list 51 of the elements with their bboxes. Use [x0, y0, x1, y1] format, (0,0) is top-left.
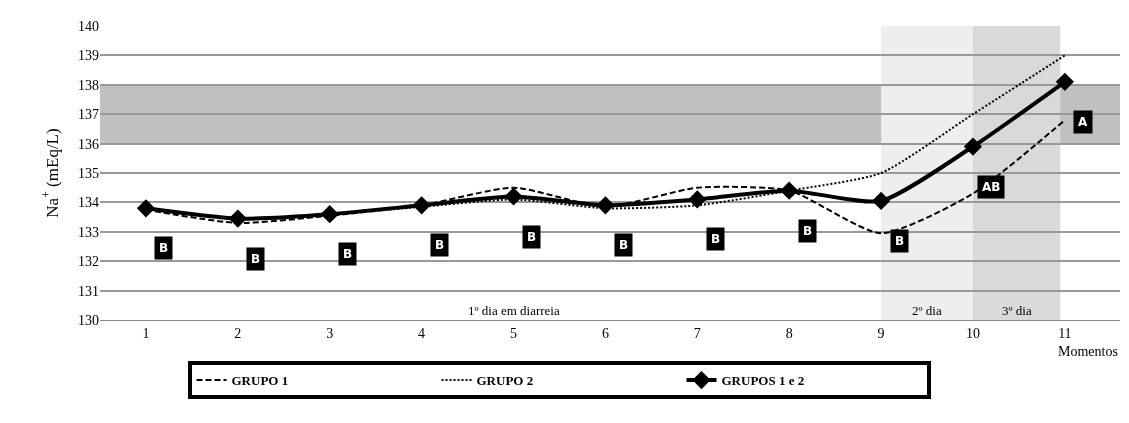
x-tick-label: 4	[418, 325, 426, 341]
annotation: 1º dia em diarreia	[468, 303, 560, 318]
x-tick-label: 10	[965, 325, 980, 341]
annotation: B	[251, 252, 261, 266]
point	[596, 196, 615, 215]
x-tick-label: 9	[877, 325, 885, 341]
annotation: B	[159, 241, 169, 255]
x-tick-label: 5	[510, 325, 518, 341]
point	[412, 196, 431, 215]
x-tick-label: 6	[601, 325, 609, 341]
y-tick-label: 139	[78, 48, 99, 64]
legend-label: GRUPOS 1 e 2	[721, 373, 805, 389]
annotation: B	[895, 234, 905, 248]
point	[871, 191, 891, 211]
band-label: 3º dia	[1002, 303, 1032, 318]
annotation: B	[527, 230, 537, 244]
point	[780, 181, 799, 200]
point	[1055, 72, 1074, 91]
x-tick-label: 11	[1058, 325, 1072, 341]
point	[136, 199, 156, 218]
x-axis-title: Momentos	[1058, 344, 1118, 359]
x-tick-label: 3	[326, 325, 334, 341]
y-tick-label: 136	[78, 136, 99, 152]
annotation: B	[711, 232, 721, 246]
annotation: AB	[982, 180, 1001, 194]
x-tick-label: 1	[142, 325, 150, 341]
y-tick-label: 133	[78, 224, 99, 240]
band-label: 2º dia	[912, 303, 942, 318]
annotation: B	[435, 238, 445, 252]
y-tick-label: 130	[78, 312, 99, 328]
y-tick-label: 134	[78, 195, 99, 211]
annotation: B	[619, 238, 629, 252]
x-tick-label: 2	[234, 325, 242, 341]
legend-label: GRUPO 1	[231, 373, 289, 389]
point	[320, 205, 339, 224]
annotation: A	[1078, 115, 1088, 129]
point	[688, 190, 707, 209]
x-tick-label: 7	[693, 325, 701, 341]
y-tick-label: 137	[78, 107, 99, 123]
annotation: B	[343, 247, 353, 261]
point	[963, 137, 983, 156]
legend-label: GRUPO 2	[476, 373, 534, 389]
annotation: B	[803, 224, 813, 238]
y-tick-label: 138	[78, 77, 99, 93]
x-tick-label: 8	[785, 325, 793, 341]
y-tick-label: 131	[78, 283, 99, 299]
point	[228, 209, 247, 228]
y-tick-label: 135	[78, 165, 99, 181]
y-tick-label: 132	[78, 254, 99, 270]
y-tick-label: 140	[78, 18, 99, 34]
point	[504, 187, 523, 206]
